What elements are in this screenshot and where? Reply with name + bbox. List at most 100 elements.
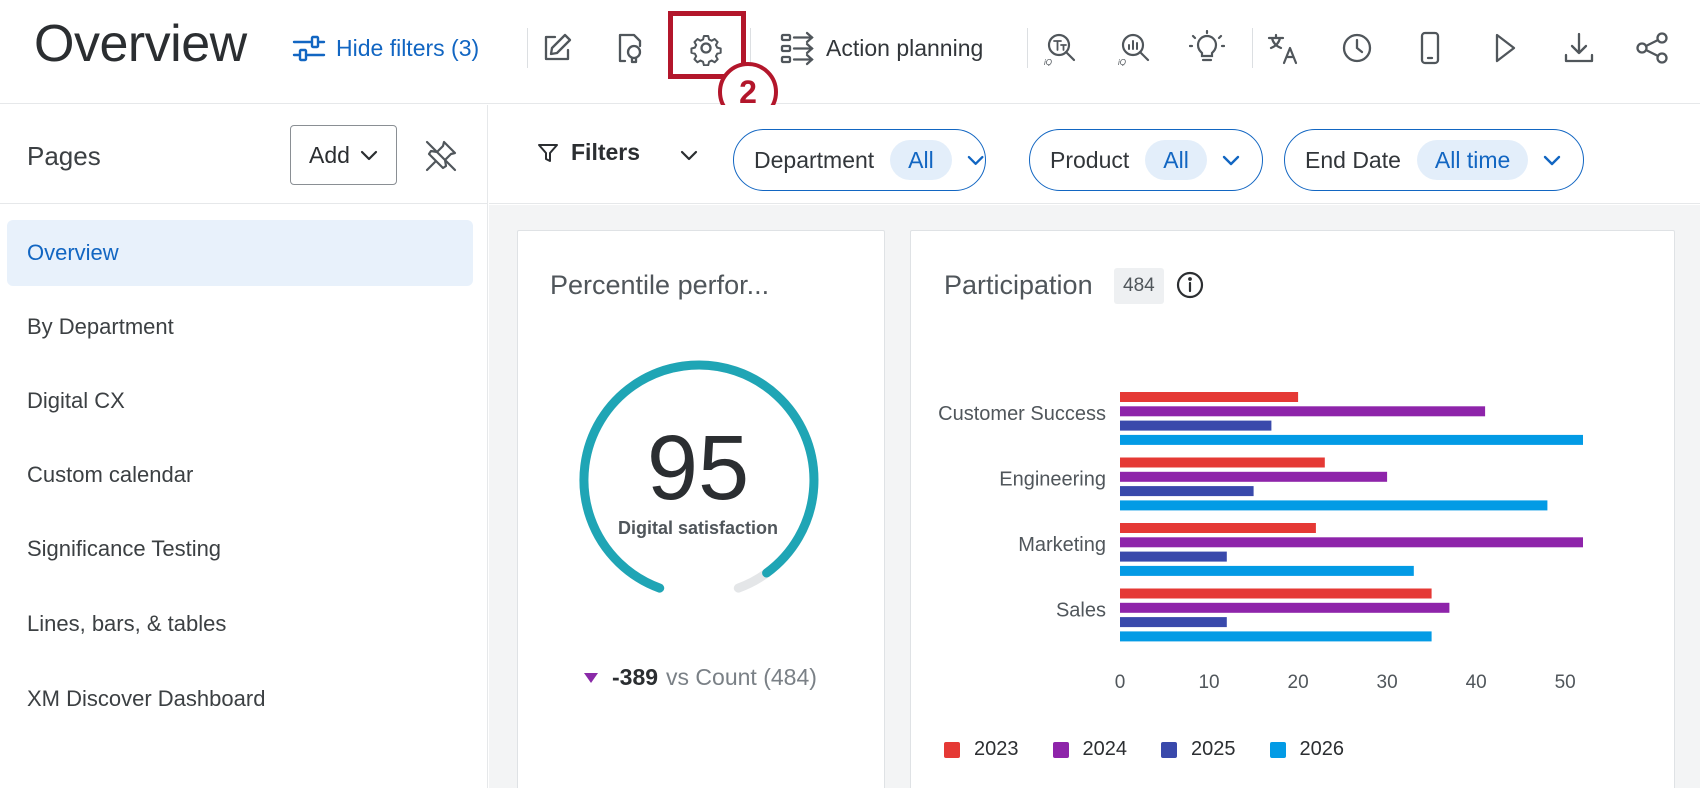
top-toolbar: Overview Hide filters (3) Action p — [0, 0, 1700, 122]
chevron-down-icon — [967, 155, 984, 166]
download-icon — [1564, 32, 1594, 63]
page-item-lines-bars-tables[interactable]: Lines, bars, & tables — [7, 591, 473, 657]
bar-2025[interactable] — [1120, 486, 1254, 497]
bar-2026[interactable] — [1120, 434, 1583, 445]
text-iq-icon: iQ — [1044, 33, 1076, 66]
toolbar-divider — [1252, 28, 1253, 68]
product-filter-chip[interactable]: Product All — [1029, 129, 1263, 191]
bar-2023[interactable] — [1120, 457, 1325, 468]
bar-2023[interactable] — [1120, 588, 1432, 599]
widget-title: Participation — [944, 270, 1093, 300]
bar-2023[interactable] — [1120, 523, 1316, 533]
page-item-significance-testing[interactable]: Significance Testing — [7, 516, 473, 582]
chevron-down-icon — [360, 150, 378, 161]
chevron-down-icon[interactable] — [677, 143, 701, 167]
chip-label: Department — [754, 146, 875, 173]
comparison-text: -389 vs Count (484) — [584, 664, 817, 691]
clock-icon — [1342, 33, 1372, 63]
lightbulb-icon — [1189, 30, 1225, 62]
bar-2026[interactable] — [1120, 631, 1432, 642]
x-tick-label: 10 — [1198, 672, 1219, 693]
x-tick-label: 20 — [1288, 672, 1309, 693]
legend-swatch — [944, 741, 960, 758]
filters-button[interactable]: Filters — [537, 139, 640, 166]
bar-2025[interactable] — [1120, 551, 1227, 562]
legend-label: 2025 — [1191, 738, 1236, 760]
x-tick-label: 30 — [1377, 672, 1398, 693]
legend-label: 2023 — [974, 738, 1019, 760]
action-planning-icon — [780, 31, 814, 66]
bar-2026[interactable] — [1120, 500, 1548, 511]
bar-2024[interactable] — [1120, 537, 1583, 548]
stats-iq-button[interactable]: iQ — [1110, 24, 1158, 72]
bar-2024[interactable] — [1120, 602, 1450, 613]
edit-button[interactable] — [533, 24, 581, 72]
end-date-filter-chip[interactable]: End Date All time — [1284, 129, 1584, 191]
preview-button[interactable] — [1480, 24, 1528, 72]
count-badge: 484 — [1114, 268, 1164, 304]
gear-icon — [690, 35, 722, 66]
pin-off-icon — [425, 140, 457, 172]
x-tick-label: 0 — [1115, 672, 1126, 693]
filters-label: Filters — [571, 139, 641, 165]
play-icon — [1495, 33, 1516, 63]
bar-2025[interactable] — [1120, 617, 1227, 628]
chevron-down-icon — [1222, 155, 1240, 166]
bar-2023[interactable] — [1120, 392, 1299, 402]
funnel-icon — [538, 143, 558, 162]
legend-item[interactable]: 2025 — [1161, 738, 1236, 761]
info-icon[interactable] — [1175, 270, 1205, 300]
percentile-widget[interactable] — [517, 230, 885, 788]
delta-value: -389 — [612, 664, 659, 690]
settings-button[interactable] — [682, 24, 730, 72]
bar-2024[interactable] — [1120, 406, 1486, 417]
translate-button[interactable] — [1260, 24, 1308, 72]
participation-bar-chart: Customer Success Engineering Marketing Sale… — [938, 392, 1583, 693]
gauge-fill — [579, 360, 819, 593]
mobile-preview-button[interactable] — [1406, 24, 1454, 72]
share-button[interactable] — [1628, 24, 1676, 72]
page-item-label: By Department — [27, 314, 174, 339]
history-button[interactable] — [1333, 24, 1381, 72]
unpin-sidebar-button[interactable] — [420, 135, 462, 177]
down-triangle-icon — [584, 672, 598, 683]
page-item-xm-discover[interactable]: XM Discover Dashboard — [7, 666, 473, 732]
bar-2024[interactable] — [1120, 471, 1388, 482]
page-item-custom-calendar[interactable]: Custom calendar — [7, 442, 473, 508]
bar-2025[interactable] — [1120, 420, 1272, 431]
page-item-digital-cx[interactable]: Digital CX — [7, 368, 473, 434]
bar-2026[interactable] — [1120, 565, 1414, 576]
toolbar-divider — [1027, 28, 1028, 68]
add-label: Add — [309, 141, 350, 168]
share-icon — [1636, 32, 1668, 64]
chip-value: All time — [1416, 140, 1529, 180]
page-item-overview[interactable]: Overview — [7, 220, 473, 286]
hide-filters-button[interactable]: Hide filters (3) — [292, 30, 479, 66]
svg-text:iQ: iQ — [1118, 58, 1126, 66]
download-button[interactable] — [1555, 24, 1603, 72]
toolbar-divider — [750, 28, 751, 68]
page-item-by-department[interactable]: By Department — [7, 294, 473, 360]
department-filter-chip[interactable]: Department All — [733, 129, 986, 191]
recommendations-button[interactable] — [1183, 24, 1231, 72]
gauge-chart — [579, 360, 819, 593]
legend-label: 2024 — [1082, 738, 1128, 760]
widget-title: Percentile perfor... — [550, 270, 770, 300]
x-tick-label: 40 — [1466, 672, 1487, 693]
action-planning-button[interactable]: Action planning — [780, 24, 983, 72]
legend-item[interactable]: 2024 — [1052, 738, 1128, 761]
chip-label: Product — [1050, 146, 1130, 173]
translate-icon — [1267, 33, 1298, 65]
chevron-down-icon — [1544, 155, 1561, 166]
legend-swatch — [1161, 741, 1177, 758]
add-page-button[interactable]: Add — [290, 125, 397, 185]
legend-label: 2026 — [1299, 738, 1345, 760]
insights-button[interactable] — [606, 24, 654, 72]
page-item-label: Overview — [27, 240, 119, 265]
page-title: Overview — [34, 15, 247, 73]
legend-item[interactable]: 2026 — [1269, 738, 1345, 761]
text-iq-button[interactable]: iQ — [1036, 24, 1084, 72]
edit-icon — [544, 33, 572, 61]
filter-sliders-icon — [292, 35, 326, 62]
legend-item[interactable]: 2023 — [944, 738, 1019, 761]
